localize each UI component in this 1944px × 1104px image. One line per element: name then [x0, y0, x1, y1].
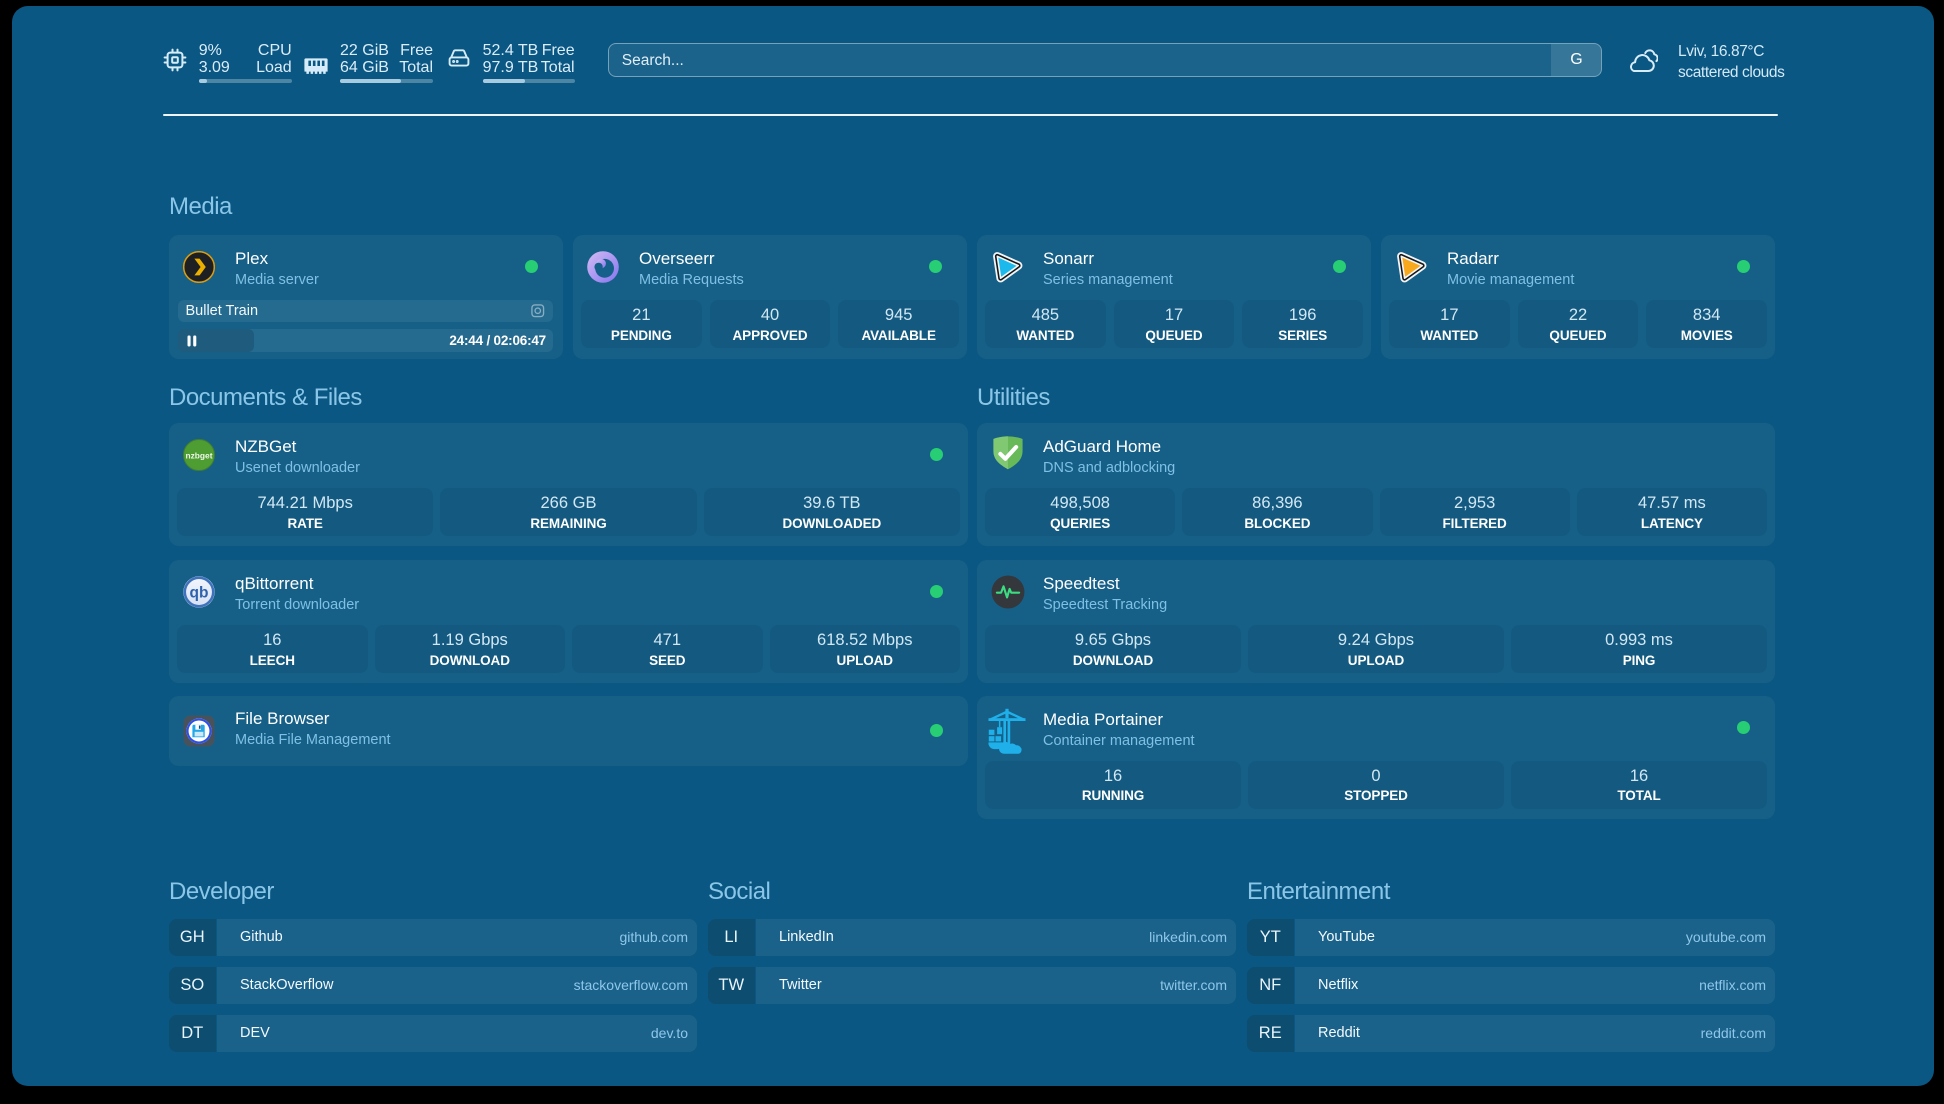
svg-text:nzbget: nzbget: [186, 450, 213, 460]
svg-text:qb: qb: [190, 585, 209, 602]
